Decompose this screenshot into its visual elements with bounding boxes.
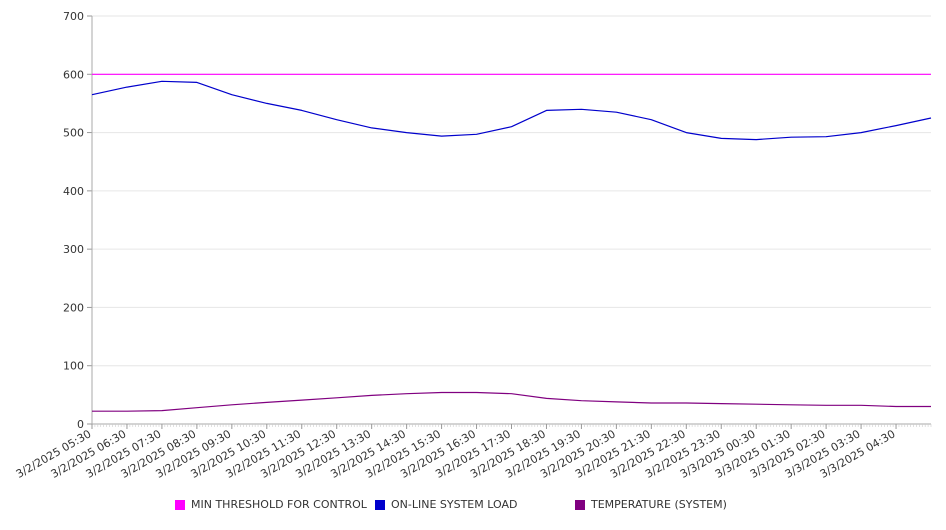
- series-line-temperature-system: [92, 391, 931, 412]
- y-tick-label: 500: [63, 127, 84, 140]
- legend-item-min-threshold[interactable]: MIN THRESHOLD FOR CONTROL: [175, 498, 367, 511]
- y-tick-label: 600: [63, 68, 84, 81]
- legend-label-min-threshold: MIN THRESHOLD FOR CONTROL: [191, 498, 367, 511]
- axes: [87, 15, 932, 429]
- series-lines: [91, 73, 932, 412]
- legend-label-temperature: TEMPERATURE (SYSTEM): [591, 498, 727, 511]
- legend-label-system-load: ON-LINE SYSTEM LOAD: [391, 498, 518, 511]
- y-tick-label: 700: [63, 10, 84, 23]
- legend-swatch-system-load: [375, 499, 385, 510]
- y-tick-label: 100: [63, 360, 84, 373]
- series-line-on-line-system-load: [91, 80, 932, 141]
- y-tick-label: 0: [77, 418, 84, 431]
- legend-swatch-temperature: [575, 499, 585, 510]
- x-tick-labels: 3/2/2025 05:303/2/2025 06:303/2/2025 07:…: [14, 427, 898, 481]
- y-tick-labels: 0 100 200 300 400 500 600 700: [63, 10, 84, 431]
- y-tick-label: 300: [63, 243, 84, 256]
- y-tick-label: 200: [63, 301, 84, 314]
- grid-lines: [92, 15, 931, 367]
- legend-swatch-min-threshold: [175, 499, 185, 510]
- legend-item-system-load[interactable]: ON-LINE SYSTEM LOAD: [375, 498, 517, 511]
- y-tick-label: 400: [63, 185, 84, 198]
- legend-item-temperature[interactable]: TEMPERATURE (SYSTEM): [575, 498, 727, 511]
- chart-legend: MIN THRESHOLD FOR CONTROL ON-LINE SYSTEM…: [0, 496, 946, 516]
